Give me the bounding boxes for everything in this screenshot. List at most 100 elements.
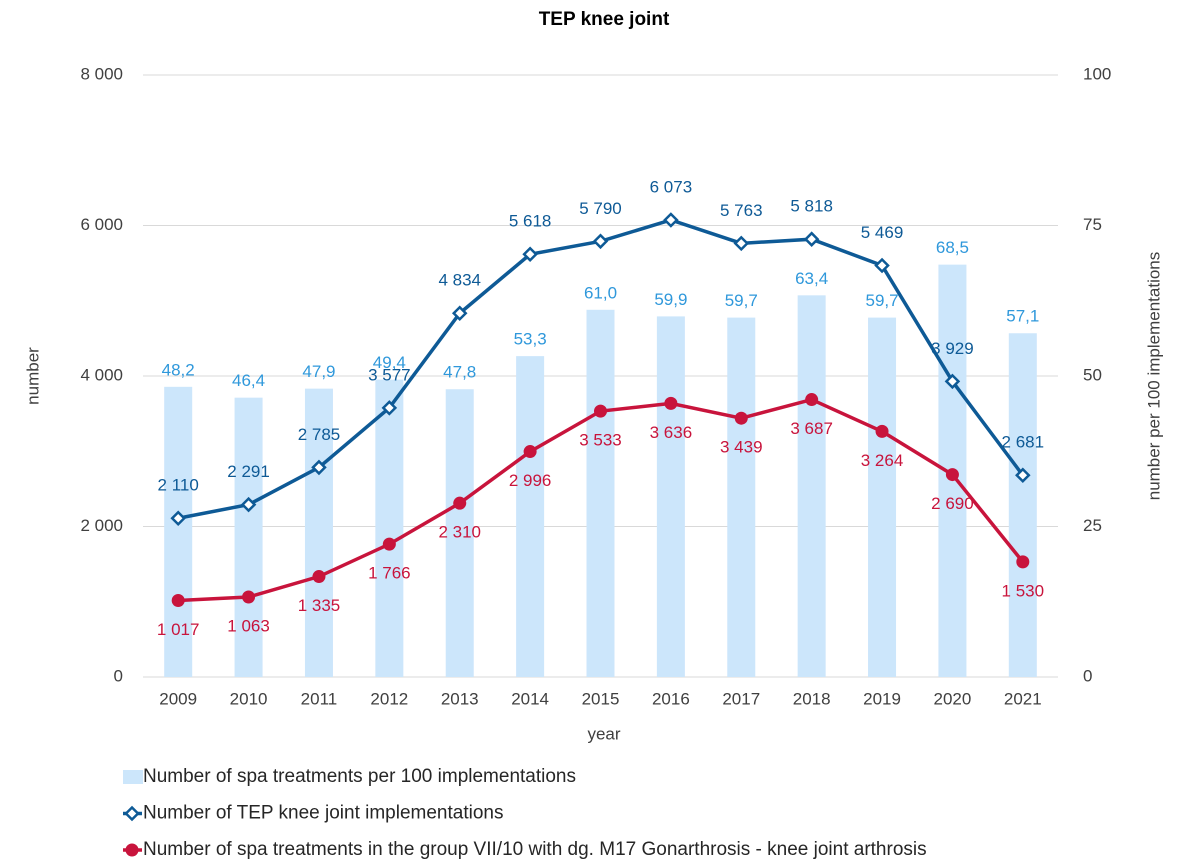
line-value-label: 1 766 xyxy=(368,564,411,583)
line-marker xyxy=(592,233,609,250)
x-tick-label: 2021 xyxy=(1004,689,1042,708)
line-marker xyxy=(522,246,538,263)
line-value-label: 1 530 xyxy=(1002,581,1045,600)
line-marker xyxy=(803,231,820,247)
bar-value-label: 47,8 xyxy=(443,363,476,382)
y2ticks-label: 0 xyxy=(1083,666,1092,685)
bar-value-label: 59,7 xyxy=(865,291,898,310)
y2ticks-label: 100 xyxy=(1083,64,1111,83)
x-tick-label: 2013 xyxy=(441,689,479,708)
legend-marker xyxy=(125,843,139,857)
x-tick-label: 2012 xyxy=(370,689,408,708)
line-value-label: 3 264 xyxy=(861,451,904,470)
line-marker xyxy=(312,570,326,584)
line-marker xyxy=(1016,555,1030,569)
line-value-label: 2 291 xyxy=(227,462,270,481)
line-marker xyxy=(734,411,748,425)
line-value-label: 1 063 xyxy=(227,616,270,635)
line-value-label: 2 690 xyxy=(931,494,974,513)
line-marker xyxy=(523,445,537,459)
line-value-label: 5 763 xyxy=(720,201,763,220)
bar xyxy=(445,389,474,677)
yticks-label: 8 000 xyxy=(80,64,123,83)
line-value-label: 3 636 xyxy=(650,423,693,442)
bar xyxy=(656,316,685,677)
y2-axis-label: number per 100 implementations xyxy=(1144,252,1163,501)
line-value-label: 3 533 xyxy=(579,431,622,450)
bar-value-label: 49,4 xyxy=(373,353,406,372)
line-marker xyxy=(453,496,467,510)
legend-label: Number of spa treatments in the group VI… xyxy=(143,839,927,860)
line-marker xyxy=(944,373,961,390)
yticks-label: 2 000 xyxy=(80,516,123,535)
yticks-label: 4 000 xyxy=(80,365,123,384)
line-marker xyxy=(805,393,819,407)
yticks-label: 0 xyxy=(114,666,123,685)
line-marker xyxy=(663,212,679,228)
line-marker xyxy=(381,400,398,416)
line-marker xyxy=(594,404,607,418)
bar-value-label: 57,1 xyxy=(1006,307,1039,326)
x-tick-label: 2020 xyxy=(934,689,972,708)
x-tick-label: 2015 xyxy=(582,689,620,708)
x-tick-label: 2016 xyxy=(652,689,690,708)
bar xyxy=(516,356,545,677)
legend-swatch xyxy=(123,770,143,784)
line-value-label: 6 073 xyxy=(650,177,693,196)
line-marker xyxy=(171,593,185,607)
line-value-label: 2 310 xyxy=(438,523,481,542)
line-value-label: 5 469 xyxy=(861,223,904,242)
line-value-label: 2 785 xyxy=(298,425,341,444)
x-tick-label: 2009 xyxy=(159,689,197,708)
line-marker xyxy=(451,305,468,322)
line-marker xyxy=(874,257,890,274)
line-marker xyxy=(875,424,889,438)
line-value-label: 1 017 xyxy=(157,620,200,639)
y-axis-label: number xyxy=(23,347,42,405)
x-tick-label: 2017 xyxy=(722,689,760,708)
line-marker xyxy=(733,235,750,252)
line-marker xyxy=(242,590,256,604)
line-value-label: 2 681 xyxy=(1002,433,1045,452)
line-value-label: 3 929 xyxy=(931,339,974,358)
bar-value-label: 68,5 xyxy=(936,238,969,257)
legend-label: Number of TEP knee joint implementations xyxy=(143,803,503,824)
line-value-label: 3 439 xyxy=(720,438,763,457)
line-value-label: 4 834 xyxy=(438,271,481,290)
bar-value-label: 53,3 xyxy=(514,330,547,349)
bar xyxy=(1008,333,1037,677)
line-marker xyxy=(240,496,257,513)
y2ticks-label: 75 xyxy=(1083,215,1102,234)
x-tick-label: 2018 xyxy=(793,689,831,708)
bar-value-label: 48,2 xyxy=(162,360,195,379)
x-tick-label: 2019 xyxy=(863,689,901,708)
line-value-label: 5 790 xyxy=(579,199,622,218)
bar-value-label: 47,9 xyxy=(302,362,335,381)
line-value-label: 3 687 xyxy=(790,419,833,438)
x-tick-label: 2014 xyxy=(511,689,549,708)
line-value-label: 3 577 xyxy=(368,365,411,384)
line-value-label: 1 335 xyxy=(298,596,341,615)
line-marker xyxy=(1015,467,1031,484)
line-marker xyxy=(382,537,396,551)
line-value-label: 5 818 xyxy=(790,197,833,216)
chart-title: TEP knee joint xyxy=(539,9,670,30)
x-tick-label: 2010 xyxy=(230,689,268,708)
bar xyxy=(586,309,615,677)
bar xyxy=(797,295,826,677)
bar xyxy=(234,397,263,677)
bar-value-label: 63,4 xyxy=(795,269,828,288)
x-axis-label: year xyxy=(587,724,620,743)
line-marker xyxy=(945,468,959,482)
bar-value-label: 59,9 xyxy=(654,290,687,309)
line-marker xyxy=(170,510,186,526)
bar-value-label: 59,7 xyxy=(725,291,758,310)
bar-value-label: 46,4 xyxy=(232,371,265,390)
bar-value-label: 61,0 xyxy=(584,283,617,302)
line-value-label: 2 996 xyxy=(509,471,552,490)
legend-label: Number of spa treatments per 100 impleme… xyxy=(143,766,576,787)
line-marker xyxy=(664,396,678,410)
legend-marker xyxy=(124,805,140,822)
line-value-label: 5 618 xyxy=(509,212,552,231)
